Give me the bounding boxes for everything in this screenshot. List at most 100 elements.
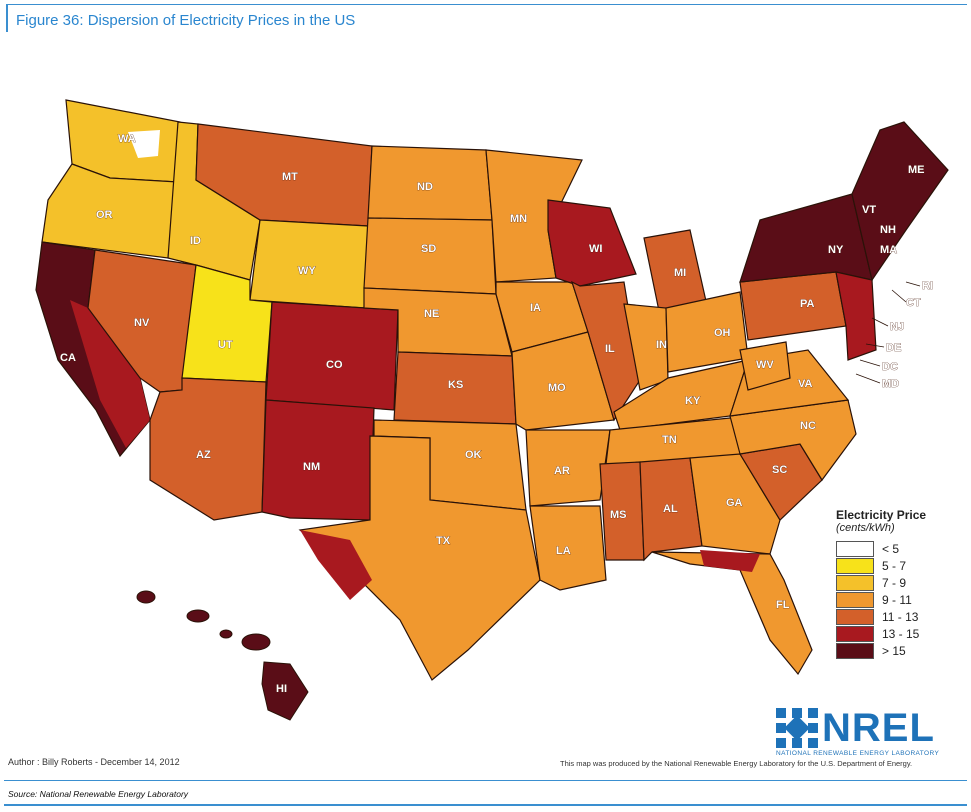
region-fl-red (700, 550, 760, 572)
legend-swatch (836, 642, 874, 659)
legend-item: > 15 (836, 642, 966, 659)
label-il: IL (605, 343, 615, 355)
hawaii-island-1 (136, 590, 156, 604)
label-md: MD (882, 378, 899, 390)
label-or: OR (96, 209, 113, 221)
nrel-logo: NREL NATIONAL RENEWABLE ENERGY LABORATOR… (776, 706, 956, 757)
contiguous-us (35, 99, 949, 681)
label-vt: VT (862, 204, 876, 216)
hawaii-island-4 (241, 633, 271, 651)
label-az: AZ (196, 449, 211, 461)
label-ri: RI (922, 280, 933, 292)
label-dc: DC (882, 361, 898, 373)
region-ar (525, 429, 611, 507)
hawaii-island-2 (186, 609, 210, 623)
region-wy (249, 219, 369, 309)
region-ne-states (851, 121, 949, 282)
label-mi: MI (674, 267, 686, 279)
legend-label: 9 - 11 (882, 592, 912, 607)
region-wv (739, 341, 791, 391)
label-sc: SC (772, 464, 787, 476)
region-il (570, 280, 641, 422)
label-ks: KS (448, 379, 463, 391)
label-ca: CA (60, 352, 76, 364)
region-ny (739, 193, 873, 283)
label-wv: WV (756, 359, 774, 371)
nrel-mark-icon (776, 708, 818, 748)
hawaii-big-island (261, 661, 309, 721)
label-wi: WI (589, 243, 602, 255)
legend-item: 11 - 13 (836, 608, 966, 625)
label-nj: NJ (890, 321, 904, 333)
legend-item: 7 - 9 (836, 574, 966, 591)
legend-item: 9 - 11 (836, 591, 966, 608)
legend-label: 13 - 15 (882, 626, 920, 641)
legend-label: < 5 (882, 541, 900, 556)
legend-subtitle: (cents/kWh) (836, 522, 895, 534)
region-tx (298, 435, 541, 681)
hawaii-island-3 (219, 629, 233, 639)
map-legend: Electricity Price (cents/kWh) < 5 5 - 7 7 … (836, 508, 966, 659)
label-id: ID (190, 235, 201, 247)
legend-swatch (836, 591, 874, 608)
us-electricity-price-map: WA OR CA NV ID MT WY UT AZ CO NM ND SD N… (0, 60, 971, 780)
label-sd: SD (421, 243, 436, 255)
label-va: VA (798, 378, 813, 390)
region-nj-md (835, 271, 877, 361)
legend-items: < 5 5 - 7 7 - 9 9 - 11 11 - 13 13 - 15 > 15 (836, 540, 966, 659)
legend-swatch (836, 557, 874, 574)
legend-label: > 15 (882, 643, 906, 658)
label-tn: TN (662, 434, 677, 446)
label-nc: NC (800, 420, 816, 432)
leader-lines (855, 281, 921, 384)
author-credit: Author : Billy Roberts - December 14, 20… (8, 757, 180, 767)
label-ms: MS (610, 509, 627, 521)
label-ok: OK (465, 449, 482, 461)
region-mo (511, 331, 615, 431)
region-ca-red (70, 300, 150, 448)
legend-item: 5 - 7 (836, 557, 966, 574)
label-mn: MN (510, 213, 527, 225)
label-ut: UT (218, 339, 233, 351)
region-sd (363, 217, 497, 295)
region-la (529, 505, 607, 591)
legend-label: 11 - 13 (882, 609, 919, 624)
legend-item: < 5 (836, 540, 966, 557)
region-co (265, 301, 399, 411)
region-tx-south (300, 530, 372, 600)
label-in: IN (656, 339, 667, 351)
legend-label: 5 - 7 (882, 558, 907, 573)
label-wa: WA (118, 133, 136, 145)
label-co: CO (326, 359, 343, 371)
source-bar: Source: National Renewable Energy Labora… (4, 780, 967, 806)
figure-title-bar: Figure 36: Dispersion of Electricity Pri… (6, 4, 967, 32)
label-fl: FL (776, 599, 790, 611)
legend-label: 7 - 9 (882, 575, 907, 590)
label-ga: GA (726, 497, 743, 509)
legend-swatch (836, 625, 874, 642)
produced-note: This map was produced by the National Re… (560, 759, 913, 768)
label-nh: NH (880, 224, 896, 236)
label-ma: MA (880, 244, 897, 256)
label-wy: WY (298, 265, 316, 277)
label-ct: CT (906, 297, 921, 309)
label-pa: PA (800, 298, 815, 310)
label-la: LA (556, 545, 571, 557)
hawaii (136, 590, 309, 721)
nrel-wordmark: NREL (822, 706, 935, 750)
label-nd: ND (417, 181, 433, 193)
label-me: ME (908, 164, 925, 176)
label-mt: MT (282, 171, 298, 183)
legend-swatch (836, 608, 874, 625)
map-svg: WA OR CA NV ID MT WY UT AZ CO NM ND SD N… (35, 99, 949, 721)
label-al: AL (663, 503, 678, 515)
label-ny: NY (828, 244, 844, 256)
label-ar: AR (554, 465, 570, 477)
region-fl (651, 551, 813, 676)
nrel-subtitle: NATIONAL RENEWABLE ENERGY LABORATORY (776, 750, 940, 757)
region-al (639, 457, 703, 562)
label-oh: OH (714, 327, 731, 339)
label-de: DE (886, 342, 901, 354)
region-nm (261, 399, 375, 521)
region-ga (689, 453, 781, 555)
